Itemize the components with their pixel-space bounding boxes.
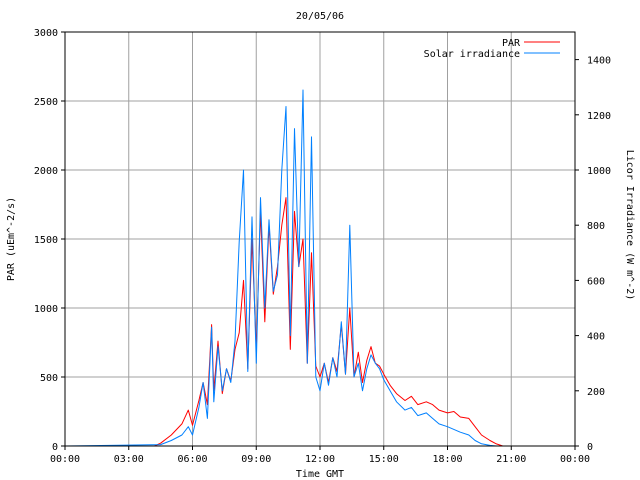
- right-y-tick-label: 0: [587, 442, 593, 453]
- x-tick-label: 12:00: [305, 454, 335, 465]
- x-tick-label: 15:00: [369, 454, 399, 465]
- left-y-tick-label: 500: [40, 373, 58, 384]
- x-tick-label: 00:00: [560, 454, 590, 465]
- right-y-axis-label: Licor Irradiance (W m^-2): [624, 150, 635, 301]
- series-line-solar-irradiance: [64, 89, 575, 447]
- x-tick-label: 03:00: [114, 454, 144, 465]
- grid: [65, 32, 575, 446]
- left-y-tick-label: 2500: [34, 97, 58, 108]
- left-y-axis: 0 500 1000 1500 2000 2500 3000: [34, 28, 65, 453]
- x-axis: 00:00 03:00 06:00 09:00 12:00 15:00 18:00 21:00…: [50, 446, 590, 465]
- right-y-tick-label: 800: [587, 221, 605, 232]
- left-y-tick-label: 1500: [34, 235, 58, 246]
- right-y-tick-label: 200: [587, 387, 605, 398]
- series-layer: [64, 89, 575, 447]
- left-y-tick-label: 3000: [34, 28, 58, 39]
- left-y-tick-label: 1000: [34, 304, 58, 315]
- legend: PAR Solar irradiance: [424, 38, 560, 60]
- legend-label-solar-irradiance: Solar irradiance: [424, 49, 520, 60]
- x-tick-label: 21:00: [496, 454, 526, 465]
- right-y-tick-label: 1400: [587, 56, 611, 67]
- x-tick-label: 00:00: [50, 454, 80, 465]
- x-tick-label: 06:00: [177, 454, 207, 465]
- x-axis-label: Time GMT: [296, 469, 344, 480]
- left-y-axis-label: PAR (uEm^-2/s): [6, 197, 17, 281]
- legend-label-par: PAR: [502, 38, 521, 49]
- right-y-tick-label: 600: [587, 276, 605, 287]
- x-tick-label: 18:00: [432, 454, 462, 465]
- x-tick-label: 09:00: [241, 454, 271, 465]
- right-y-tick-label: 1000: [587, 166, 611, 177]
- right-y-tick-label: 1200: [587, 111, 611, 122]
- left-y-tick-label: 0: [52, 442, 58, 453]
- right-y-axis: 0 200 400 600 800 1000 1200 1400: [575, 56, 611, 453]
- left-y-tick-label: 2000: [34, 166, 58, 177]
- right-y-tick-label: 400: [587, 332, 605, 343]
- chart-title: 20/05/06: [296, 11, 344, 22]
